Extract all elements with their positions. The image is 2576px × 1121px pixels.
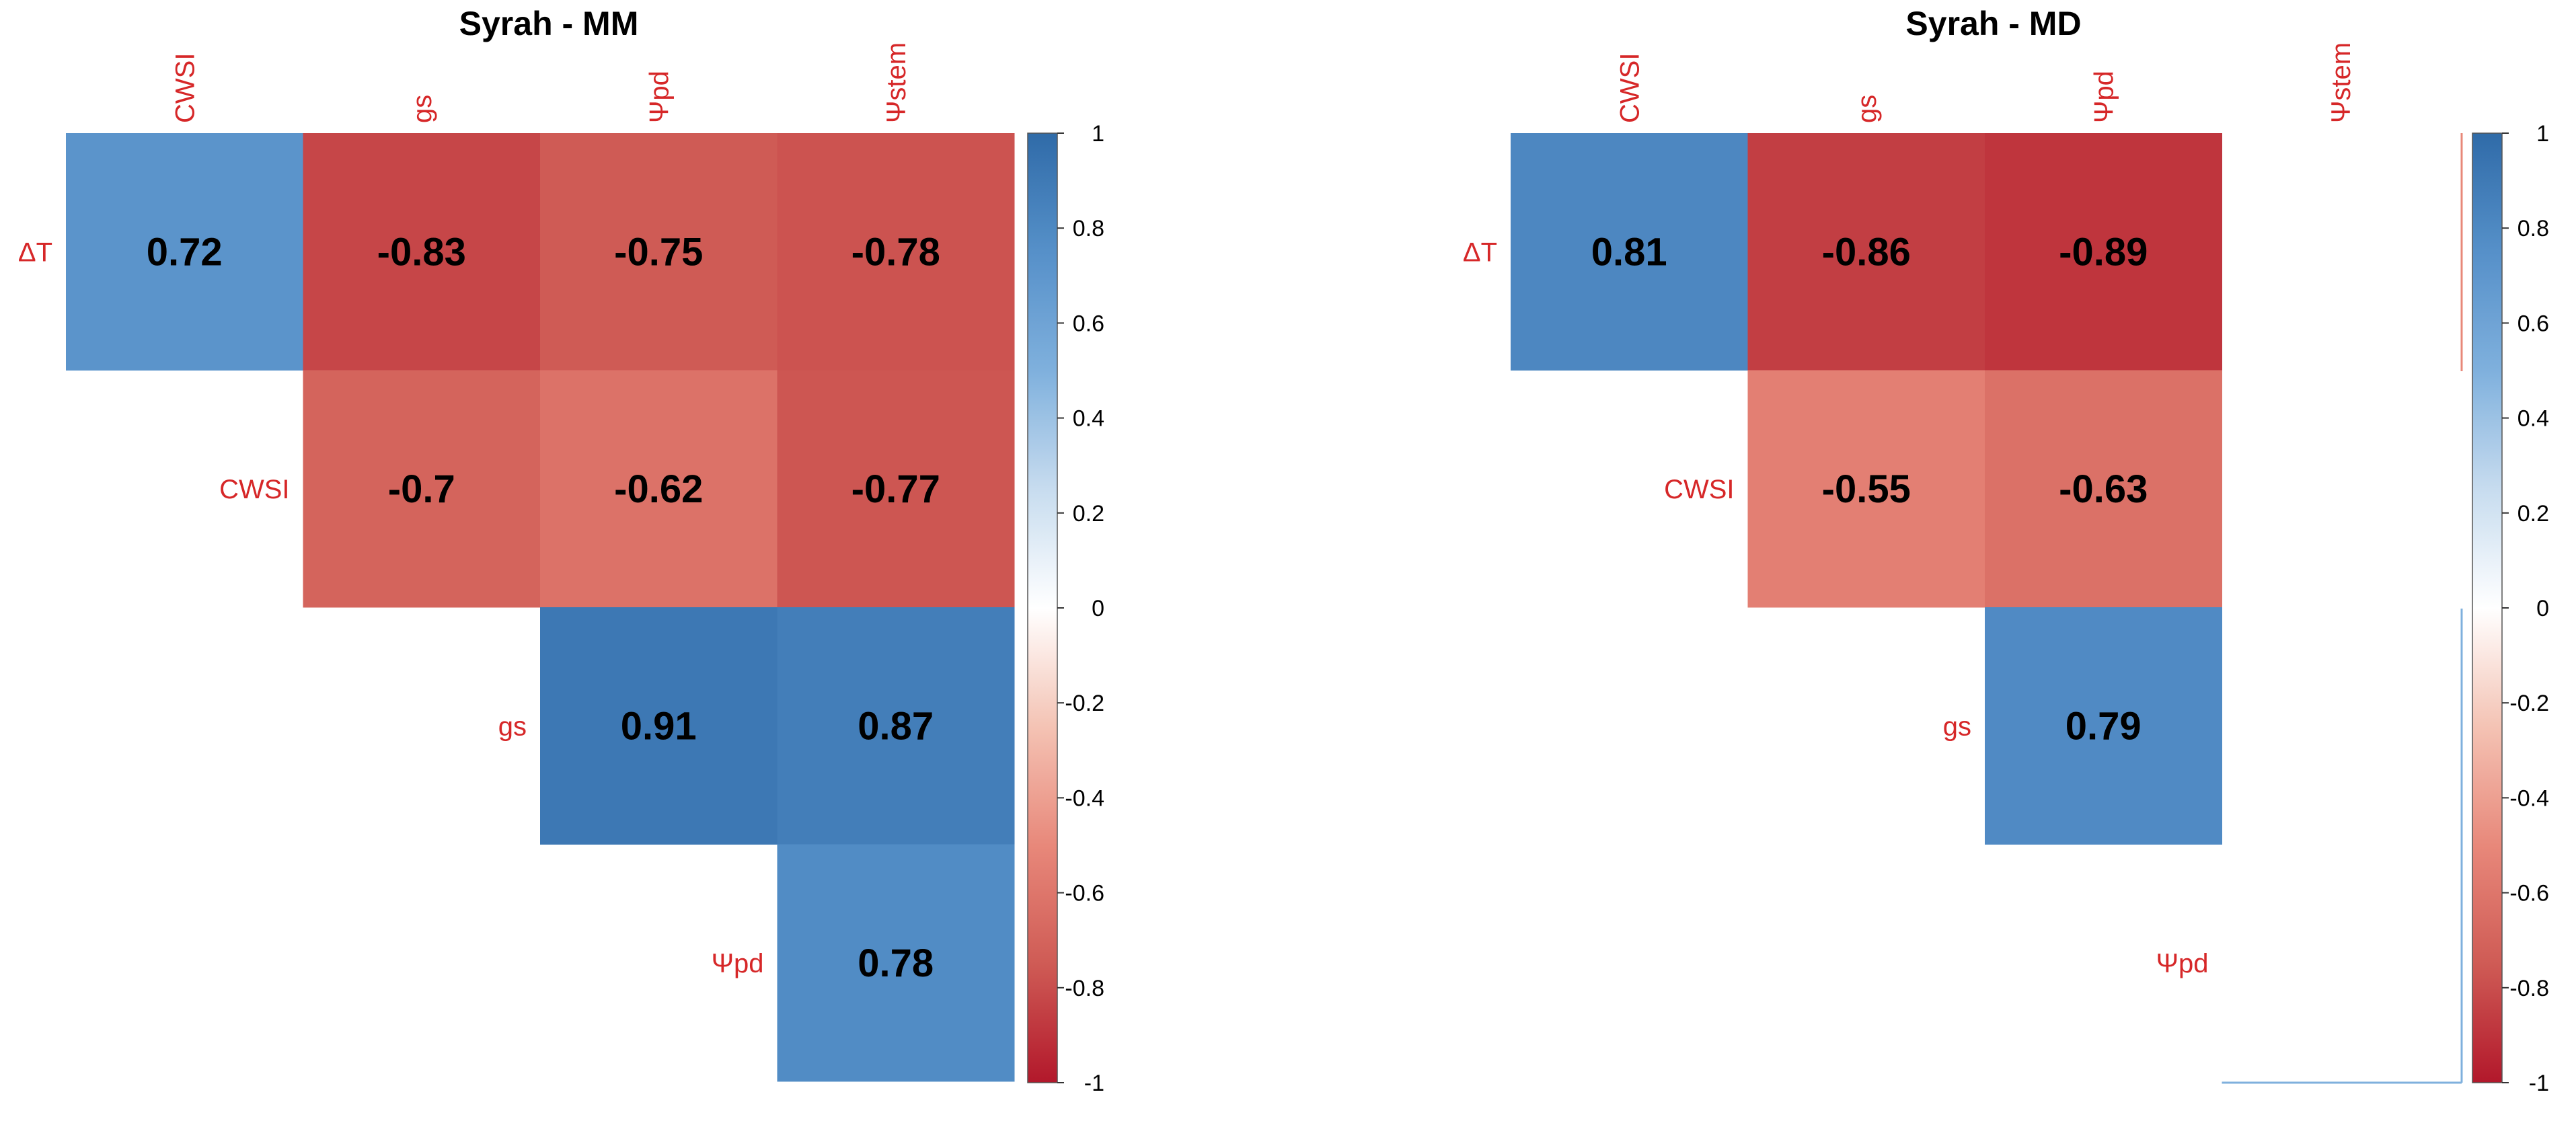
row-label: ΔT xyxy=(1463,237,1497,267)
colorbar-tick-label: 0 xyxy=(2536,596,2549,621)
colorbar-tick-label: 0.2 xyxy=(2517,501,2549,527)
row-label: gs xyxy=(1943,711,1971,741)
colorbar-tick-label: 0.6 xyxy=(1073,311,1104,336)
chart-panel-2: Syrah - MD0.81 -0.86 -0.89-0.55 -0.630.79CW… xyxy=(1463,5,2549,1096)
heatmap-cell xyxy=(540,607,778,845)
colorbar-tick-label: 0.4 xyxy=(1073,406,1104,432)
colorbar-tick-label: 0.4 xyxy=(2517,406,2549,432)
cell-value-label: -0.63 xyxy=(2059,467,2148,511)
heatmap-cell xyxy=(66,133,303,371)
row-label: Ψpd xyxy=(712,949,764,978)
heatmap-cell xyxy=(1747,370,1985,608)
heatmap-cell xyxy=(303,370,541,608)
cell-value-label: -0.55 xyxy=(1822,467,1911,511)
cell-value-label: 0.79 xyxy=(2066,704,2142,748)
colorbar-tick-label: -0.2 xyxy=(1065,691,1104,716)
colorbar-tick-label: -0.8 xyxy=(2509,976,2549,1001)
cell-value-label: 0.87 xyxy=(858,704,934,748)
column-label: Ψstem xyxy=(882,42,911,123)
heatmap-cell xyxy=(540,370,778,608)
colorbar-tick-label: 0.6 xyxy=(2517,311,2549,336)
cell-value-label: 0.78 xyxy=(858,941,934,985)
cell-value-label: 0.81 xyxy=(1591,230,1667,274)
chart-title: Syrah - MM xyxy=(459,5,639,42)
row-label: gs xyxy=(498,711,527,741)
cell-value-label: -0.75 xyxy=(614,230,703,274)
heatmap-cell xyxy=(777,133,1015,371)
chart-panel-1: Syrah - MM 0.72 -0.83 -0.75 -0.78 -0.7 -0.62 -0… xyxy=(18,5,1104,1096)
colorbar-tick-label: -0.2 xyxy=(2509,691,2549,716)
colorbar-tick-label: -0.6 xyxy=(2509,881,2549,906)
colorbar-tick-label: -1 xyxy=(1084,1071,1104,1096)
colorbar xyxy=(2472,132,2503,1083)
heatmap-cell xyxy=(1985,607,2222,845)
heatmap-cell xyxy=(777,844,1015,1082)
colorbar-tick-label: -0.6 xyxy=(1065,881,1104,906)
cell-value-label: 0.72 xyxy=(147,230,223,274)
cell-value-label: -0.89 xyxy=(2059,230,2148,274)
colorbar-tick-label: 0 xyxy=(1092,596,1104,621)
colorbar-tick-label: 0.8 xyxy=(2517,216,2549,241)
row-label: ΔT xyxy=(18,237,52,267)
heatmap-cell xyxy=(1985,370,2222,608)
colorbar-tick-label: -1 xyxy=(2529,1071,2549,1096)
column-label: Ψpd xyxy=(2089,71,2119,123)
cell-value-label: -0.86 xyxy=(1822,230,1911,274)
column-label: CWSI xyxy=(170,53,200,123)
heatmap-cell xyxy=(540,133,778,371)
cell-value-label: -0.78 xyxy=(851,230,940,274)
colorbar xyxy=(1027,132,1058,1083)
colorbar-tick-label: 1 xyxy=(2536,121,2549,147)
colorbar-tick-label: -0.4 xyxy=(2509,785,2549,811)
cell-value-label: -0.77 xyxy=(851,467,940,511)
heatmap-cell xyxy=(777,370,1015,608)
colorbar-tick-label: 0.2 xyxy=(1073,501,1104,527)
column-label: Ψpd xyxy=(644,71,674,123)
cell-value-label: -0.7 xyxy=(388,467,455,511)
cell-value-label: 0.91 xyxy=(621,704,697,748)
row-label: CWSI xyxy=(1664,475,1734,504)
column-label: Ψstem xyxy=(2326,42,2356,123)
row-label: CWSI xyxy=(219,475,289,504)
column-label: CWSI xyxy=(1615,53,1644,123)
colorbar-tick-label: 1 xyxy=(1092,121,1104,147)
colorbar-tick-label: -0.8 xyxy=(1065,976,1104,1001)
column-label: gs xyxy=(1852,95,1882,123)
heatmap-cell xyxy=(1511,133,1748,371)
chart-title: Syrah - MD xyxy=(1905,5,2081,42)
heatmap-cell xyxy=(1985,133,2222,371)
colorbar-tick-label: 0.8 xyxy=(1073,216,1104,241)
row-label: Ψpd xyxy=(2156,949,2209,978)
cell-value-label: -0.83 xyxy=(377,230,466,274)
heatmap-cell xyxy=(777,607,1015,845)
heatmap-cell xyxy=(303,133,541,371)
colorbar-tick-label: -0.4 xyxy=(1065,785,1104,811)
cell-value-label: -0.62 xyxy=(614,467,703,511)
heatmap-cell xyxy=(1747,133,1985,371)
column-label: gs xyxy=(408,95,437,123)
